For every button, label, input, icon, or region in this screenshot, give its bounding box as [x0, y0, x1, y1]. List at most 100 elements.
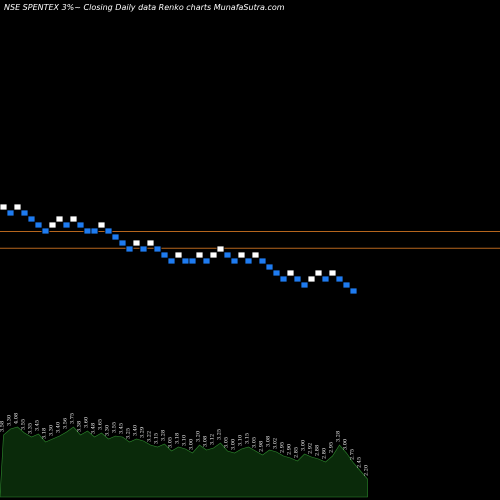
volume-label: 2.20	[364, 465, 370, 476]
renko-brick-down	[181, 257, 190, 265]
renko-brick-up	[48, 221, 57, 229]
volume-label: 3.28	[336, 431, 342, 442]
renko-brick-down	[335, 275, 344, 283]
renko-brick-down	[6, 209, 15, 217]
renko-brick-down	[349, 287, 358, 295]
volume-label: 3.18	[175, 433, 181, 444]
renko-brick-down	[153, 245, 162, 253]
renko-brick-up	[307, 275, 316, 283]
renko-brick-down	[83, 227, 92, 235]
volume-label: 2.95	[280, 442, 286, 453]
volume-label: 2.88	[315, 445, 321, 456]
renko-brick-down	[62, 221, 71, 229]
renko-brick-down	[90, 227, 99, 235]
renko-brick-down	[342, 281, 351, 289]
volume-label: 3.30	[49, 425, 55, 436]
volume-label: 3.30	[7, 415, 13, 426]
chart-title: NSE SPENTEX 3%~ Closing Daily data Renko…	[4, 3, 285, 12]
volume-label: 3.00	[343, 439, 349, 450]
renko-brick-up	[13, 203, 22, 211]
renko-brick-down	[272, 269, 281, 277]
volume-label: 2.45	[357, 457, 363, 468]
volume-label: 3.12	[210, 434, 216, 445]
volume-label: 2.80	[322, 448, 328, 459]
renko-brick-down	[202, 257, 211, 265]
volume-label: 4.08	[14, 413, 20, 424]
renko-brick-up	[132, 239, 141, 247]
volume-label: 3.55	[112, 422, 118, 433]
resistance-lines	[0, 231, 500, 249]
volume-label: 3.25	[217, 429, 223, 440]
renko-brick-up	[146, 239, 155, 247]
renko-brick-down	[244, 257, 253, 265]
volume-label: 3.40	[133, 425, 139, 436]
volume-label: 3.00	[189, 439, 195, 450]
renko-brick-down	[104, 227, 113, 235]
volume-label: 3.35	[28, 423, 34, 434]
volume-label: 3.08	[266, 436, 272, 447]
volume-panel: 3.583.30 4.083.55 3.35 3.453.18 3.30 3.40 3.56…	[0, 413, 370, 498]
volume-label: 3.10	[182, 435, 188, 446]
volume-label: 3.10	[238, 435, 244, 446]
renko-brick-down	[76, 221, 85, 229]
renko-brick-up	[69, 215, 78, 223]
volume-label: 3.00	[231, 439, 237, 450]
volume-label: 3.40	[56, 422, 62, 433]
volume-label: 3.00	[301, 440, 307, 451]
renko-brick-up	[314, 269, 323, 277]
renko-brick-down	[41, 227, 50, 235]
renko-brick-down	[321, 275, 330, 283]
renko-brick-down	[258, 257, 267, 265]
volume-label: 2.92	[308, 443, 314, 454]
volume-label: 2.85	[294, 447, 300, 458]
renko-brick-down	[300, 281, 309, 289]
renko-brick-up	[237, 251, 246, 259]
volume-label: 3.02	[273, 438, 279, 449]
renko-brick-down	[167, 257, 176, 265]
renko-brick-down	[125, 245, 134, 253]
renko-brick-down	[139, 245, 148, 253]
volume-label: 3.22	[147, 431, 153, 442]
renko-brick-down	[20, 209, 29, 217]
volume-label: 3.55	[21, 419, 27, 430]
volume-label: 3.60	[84, 417, 90, 428]
renko-brick-down	[293, 275, 302, 283]
volume-label: 2.95	[329, 442, 335, 453]
renko-bricks	[0, 203, 358, 295]
renko-brick-down	[27, 215, 36, 223]
volume-label: 3.58	[0, 421, 6, 432]
volume-area	[0, 426, 368, 498]
renko-brick-up	[195, 251, 204, 259]
volume-label: 3.20	[196, 431, 202, 442]
volume-label: 3.65	[98, 419, 104, 430]
volume-label: 2.75	[350, 449, 356, 460]
volume-label: 3.28	[161, 430, 167, 441]
renko-brick-down	[118, 239, 127, 247]
renko-brick-down	[265, 263, 274, 271]
volume-label: 2.90	[287, 444, 293, 455]
volume-label: 3.56	[63, 418, 69, 429]
volume-label: 3.15	[154, 433, 160, 444]
volume-label: 2.98	[259, 441, 265, 452]
renko-brick-down	[34, 221, 43, 229]
renko-brick-down	[230, 257, 239, 265]
renko-brick-down	[279, 275, 288, 283]
renko-brick-up	[328, 269, 337, 277]
volume-label: 3.29	[140, 427, 146, 438]
volume-label: 3.15	[245, 433, 251, 444]
volume-label: 3.48	[91, 423, 97, 434]
volume-label: 3.18	[42, 428, 48, 439]
renko-brick-up	[0, 203, 8, 211]
renko-brick-up	[286, 269, 295, 277]
renko-brick-up	[251, 251, 260, 259]
volume-label: 3.75	[70, 413, 76, 424]
volume-label: 3.05	[224, 437, 230, 448]
volume-label: 3.38	[77, 421, 83, 432]
volume-label: 3.05	[252, 437, 258, 448]
renko-brick-down	[188, 257, 197, 265]
volume-label: 3.45	[35, 420, 41, 431]
renko-brick-up	[209, 251, 218, 259]
renko-brick-down	[160, 251, 169, 259]
